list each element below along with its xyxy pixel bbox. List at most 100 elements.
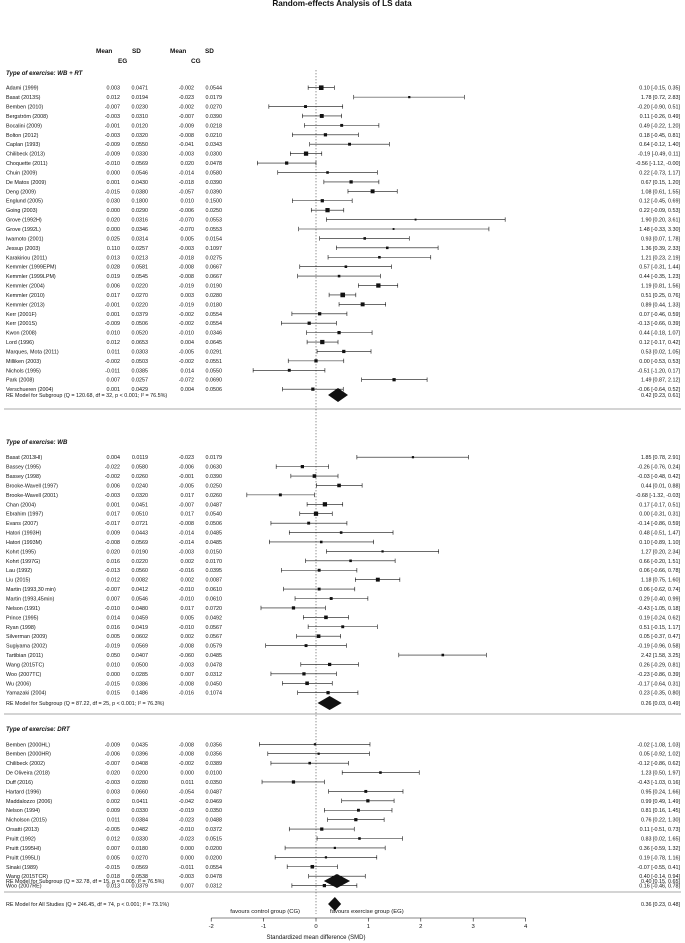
effect-ci-text: 0.51 [0.25, 0.76]	[641, 293, 680, 299]
sd-eg-value: 0.0194	[132, 95, 149, 101]
sd-cg-value: 0.0350	[206, 780, 223, 786]
effect-ci-text: -0.02 [-1.08, 1.03]	[637, 742, 680, 748]
mean-eg-value: 0.003	[107, 86, 121, 92]
effect-ci-text: 0.16 [-0.46, 0.78]	[639, 884, 680, 890]
sd-eg-value: 0.0384	[132, 818, 149, 824]
effect-ci-text: -0.23 [-0.86, 0.39]	[637, 672, 680, 678]
study-name: Woo (2007TC)	[6, 672, 41, 678]
effect-ci-text: -0.43 [-1.05, 0.18]	[637, 606, 680, 612]
effect-point	[313, 743, 317, 746]
mean-cg-value: -0.006	[179, 208, 194, 214]
sd-cg-value: 0.0580	[206, 170, 223, 176]
effect-point	[302, 672, 306, 676]
study-row: Chuin (2009) 0.000 0.0546 -0.014 0.0580 0.22 …	[6, 170, 680, 176]
effect-point	[414, 218, 417, 221]
study-name: Kemmler (2004)	[6, 284, 45, 290]
mean-cg-value: -0.014	[179, 170, 194, 176]
sd-eg-value: 0.0569	[132, 540, 149, 546]
effect-point	[317, 568, 321, 572]
sd-cg-value: 0.0478	[206, 874, 223, 880]
study-name: Nicholson (2015)	[6, 818, 47, 824]
effect-point	[320, 199, 324, 203]
mean-eg-value: 0.000	[107, 170, 121, 176]
effect-ci-text: 0.00 [-0.53, 0.53]	[639, 359, 680, 365]
mean-eg-value: -0.001	[105, 302, 120, 308]
study-name: Ryan (1998)	[6, 625, 36, 631]
mean-cg-value: -0.019	[179, 302, 194, 308]
effect-point	[305, 681, 309, 686]
sd-cg-value: 0.0485	[206, 653, 223, 659]
effect-ci-text: 1.27 [0.20, 2.34]	[641, 549, 680, 555]
col-header-group-cg: CG	[191, 58, 201, 65]
sd-eg-value: 0.0569	[132, 865, 149, 871]
sd-cg-value: 0.0372	[206, 827, 223, 833]
subgroup-heading: Type of exercise: WB	[6, 439, 68, 446]
sd-cg-value: 0.0478	[206, 161, 223, 167]
mean-eg-value: -0.013	[105, 568, 120, 574]
sd-cg-value: 0.0312	[206, 672, 223, 678]
sd-cg-value: 0.0478	[206, 662, 223, 668]
mean-cg-value: -0.007	[179, 502, 194, 508]
study-name: Duff (2016)	[6, 780, 33, 786]
study-row: Kwon (2008) 0.010 0.0520 -0.010 0.0346 0.44 […	[6, 330, 680, 337]
effect-ci-text: 1.49 [0.87, 2.12]	[641, 378, 680, 384]
sd-eg-value: 0.0320	[132, 493, 149, 499]
study-name: Chan (2004)	[6, 502, 36, 508]
mean-eg-value: -0.001	[105, 123, 120, 129]
study-row: Jessup (2003) 0.110 0.0257 -0.003 0.1097 1.36…	[6, 245, 680, 252]
sd-eg-value: 0.0560	[132, 568, 149, 574]
mean-cg-value: 0.002	[181, 634, 195, 640]
sd-cg-value: 0.0395	[206, 568, 223, 574]
effect-ci-text: 0.11 [-0.26, 0.49]	[640, 114, 681, 120]
mean-cg-value: -0.008	[179, 752, 194, 758]
study-name: Nichols (1995)	[6, 368, 41, 374]
mean-cg-value: -0.018	[179, 255, 194, 261]
sd-cg-value: 0.0200	[206, 855, 223, 861]
mean-cg-value: 0.010	[181, 199, 195, 205]
x-axis-tick-label: -1	[261, 924, 266, 930]
effect-point	[441, 653, 445, 657]
study-name: Nelson (1994)	[6, 808, 40, 814]
study-row: Grove (1992H) 0.020 0.0316 -0.070 0.0553 1.90…	[6, 217, 680, 224]
effect-point	[326, 691, 330, 695]
sd-cg-value: 0.0553	[206, 227, 223, 233]
study-row: Brooke-Wavell (1997) 0.006 0.0240 -0.005 0.0…	[6, 483, 680, 489]
sd-eg-value: 0.0190	[132, 549, 149, 555]
mean-cg-value: 0.002	[181, 578, 195, 584]
effect-point	[337, 483, 341, 488]
x-axis-tick-label: -2	[209, 924, 214, 930]
effect-point	[340, 123, 344, 127]
effect-point	[408, 96, 411, 99]
sd-cg-value: 0.0690	[206, 378, 223, 384]
effect-point	[310, 864, 315, 869]
sd-cg-value: 0.0469	[206, 799, 223, 805]
study-row: Deng (2009) -0.015 0.0380 -0.057 0.0390 1.08 …	[6, 189, 680, 195]
study-name: Karakiriou (2011)	[6, 255, 47, 261]
effect-point	[287, 368, 291, 372]
sd-cg-value: 0.0180	[206, 302, 223, 308]
study-name: Choquette (2011)	[6, 161, 48, 167]
mean-cg-value: -0.008	[179, 133, 194, 139]
sd-cg-value: 0.0350	[206, 808, 223, 814]
sd-cg-value: 0.0506	[206, 387, 223, 393]
sd-eg-value: 0.0550	[132, 142, 149, 148]
sd-eg-value: 0.0314	[132, 236, 149, 242]
sd-eg-value: 0.0480	[132, 606, 149, 612]
mean-cg-value: -0.008	[179, 265, 194, 271]
mean-cg-value: -0.018	[179, 180, 194, 186]
mean-eg-value: 0.020	[107, 549, 121, 555]
mean-eg-value: -0.010	[105, 161, 120, 167]
sd-cg-value: 0.0579	[206, 644, 223, 650]
study-name: Nelson (1991)	[6, 606, 40, 612]
effect-ci-text: 0.51 [-0.15, 1.17]	[639, 625, 680, 631]
effect-point	[385, 246, 389, 250]
study-row: Nichols (1995) -0.011 0.0385 0.014 0.0550 -0.…	[6, 368, 680, 374]
study-name: Ebrahim (1997)	[6, 512, 43, 518]
mean-eg-value: 0.002	[107, 799, 121, 805]
effect-ci-text: -0.07 [-0.55, 0.41]	[637, 865, 680, 871]
effect-point	[339, 531, 343, 534]
study-name: Englund (2005)	[6, 199, 43, 205]
effect-point	[318, 312, 322, 316]
sd-eg-value: 0.0471	[132, 86, 149, 92]
effect-point	[307, 521, 311, 525]
